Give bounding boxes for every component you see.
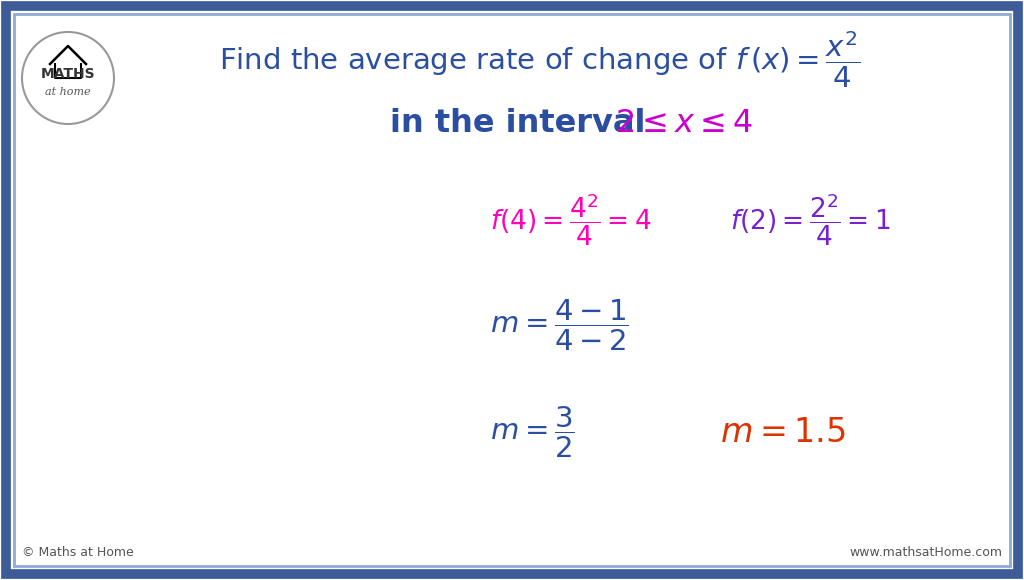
Text: $m = \dfrac{3}{2}$: $m = \dfrac{3}{2}$ [490,404,574,459]
Text: at home: at home [45,87,91,97]
Text: Find the average rate of change of $f\,(x) = \dfrac{x^2}{4}$: Find the average rate of change of $f\,(… [219,30,860,90]
Text: © Maths at Home: © Maths at Home [22,546,134,559]
Circle shape [22,32,114,124]
Text: $m = 1.5$: $m = 1.5$ [720,415,846,448]
Text: $f(2) = \dfrac{2^2}{4} = 1$: $f(2) = \dfrac{2^2}{4} = 1$ [730,191,891,248]
Text: www.mathsatHome.com: www.mathsatHome.com [849,546,1002,559]
Text: $f(4) = \dfrac{4^2}{4} = 4$: $f(4) = \dfrac{4^2}{4} = 4$ [490,191,651,248]
FancyBboxPatch shape [14,14,1010,566]
Text: $2 \leq x \leq 4$: $2 \leq x \leq 4$ [615,107,754,139]
Text: MATHS: MATHS [41,67,95,81]
Text: $m = \dfrac{4 - 1}{4 - 2}$: $m = \dfrac{4 - 1}{4 - 2}$ [490,298,629,353]
FancyBboxPatch shape [6,6,1018,574]
Text: in the interval: in the interval [390,107,645,139]
